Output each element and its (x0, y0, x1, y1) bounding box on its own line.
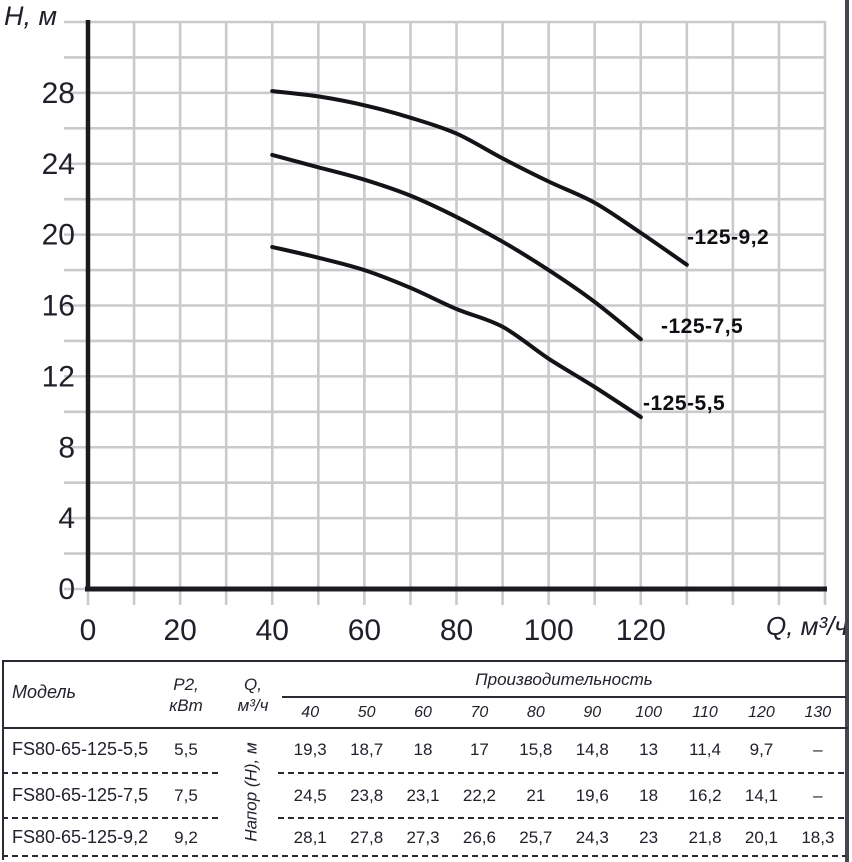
flow-subheader: 80 (526, 704, 545, 721)
head-value-cell: 23,8 (350, 786, 384, 805)
flow-subheader: 120 (748, 704, 775, 721)
x-tick-label: 0 (80, 614, 97, 647)
flow-subheader: 60 (414, 704, 432, 721)
x-tick-label: 60 (348, 614, 381, 647)
head-value-cell: – (813, 786, 823, 805)
y-axis-title: Н, м (4, 1, 58, 31)
col-header-p2: Р2, кВт (148, 674, 224, 716)
head-value-cell: 28,1 (293, 828, 327, 847)
head-value-cell: 18,7 (350, 740, 384, 759)
head-value-cell: 17 (469, 740, 489, 759)
head-value-cell: 23,1 (406, 786, 440, 805)
row-separator (2, 817, 218, 819)
col-header-productivity: Производительность (475, 670, 653, 689)
head-value-cell: 13 (639, 740, 659, 759)
curve-label: -125-9,2 (687, 226, 770, 249)
y-tick-label: 16 (42, 290, 75, 323)
curve-label: -125-7,5 (661, 315, 744, 338)
y-tick-label: 0 (58, 573, 75, 606)
row-separator (278, 817, 846, 819)
col-header-p2-line2: кВт (169, 696, 203, 715)
flow-subheader: 40 (301, 704, 320, 721)
pump-curve (270, 89, 689, 267)
col-header-p2-line1: Р2, (173, 675, 199, 694)
p2-cell: 9,2 (174, 828, 198, 847)
head-value-cell: 9,7 (749, 740, 774, 759)
flow-subheader: 70 (470, 704, 489, 721)
model-cell: FS80-65-125-7,5 (12, 785, 149, 805)
col-header-q-line1: Q, (244, 675, 262, 694)
head-units-rotated-cell: Напор (Н), м (222, 731, 282, 853)
group-header-underline (282, 696, 846, 698)
flow-subheader: 50 (357, 704, 376, 721)
head-value-cell: 20,1 (744, 828, 778, 847)
head-value-cell: 18 (413, 740, 433, 759)
head-value-cell: 22,2 (462, 786, 496, 805)
table-header-line (2, 727, 848, 729)
page-right-border (845, 0, 849, 862)
table-bottom-line (2, 855, 846, 857)
head-value-cell: 26,6 (462, 828, 496, 847)
col-header-q: Q, м³/ч (224, 674, 282, 716)
x-tick-label: 100 (524, 614, 574, 647)
head-value-cell: 18 (639, 786, 659, 805)
table-top-line (2, 660, 848, 662)
y-tick-label: 12 (42, 360, 75, 393)
col-header-q-line2: м³/ч (237, 696, 269, 715)
head-value-cell: 19,3 (293, 740, 327, 759)
table-left-border (2, 660, 4, 860)
head-value-cell: 27,8 (350, 828, 384, 847)
y-tick-label: 4 (58, 502, 75, 535)
x-axis-title: Q, м³/ч (766, 611, 848, 641)
head-value-cell: 14,8 (575, 740, 609, 759)
flow-subheader: 130 (804, 704, 832, 721)
model-cell: FS80-65-125-9,2 (12, 827, 149, 847)
head-value-cell: 18,3 (801, 828, 835, 847)
head-value-cell: 11,4 (689, 740, 721, 759)
head-value-cell: 21 (526, 786, 546, 805)
y-tick-label: 20 (42, 219, 75, 252)
y-tick-label: 24 (42, 148, 75, 181)
table-row-values: 28,1 27,8 27,3 26,6 25,7 24,3 23 21,8 20… (282, 828, 846, 848)
x-tick-label: 80 (440, 614, 473, 647)
pump-curve (270, 152, 643, 342)
row-separator (2, 772, 218, 774)
flow-subheader: 110 (692, 704, 718, 721)
head-value-cell: 24,3 (575, 828, 609, 847)
pump-curve (270, 245, 643, 420)
col-header-model: Модель (12, 682, 76, 702)
head-value-cell: 14,1 (744, 786, 778, 805)
table-row-values: 24,5 23,8 23,1 22,2 21 19,6 18 16,2 14,1… (282, 786, 846, 806)
p2-cell: 5,5 (174, 740, 198, 759)
y-tick-label: 8 (58, 431, 75, 464)
head-value-cell: 19,6 (575, 786, 609, 805)
head-value-cell: 27,3 (406, 828, 440, 847)
p2-cell: 7,5 (174, 786, 198, 805)
table-row-values: 19,3 18,7 18 17 15,8 14,8 13 11,4 9,7 – (282, 740, 846, 760)
head-value-cell: – (813, 740, 823, 759)
y-tick-label: 28 (42, 77, 75, 110)
flow-subheader: 90 (583, 704, 602, 721)
head-value-cell: 15,8 (519, 740, 553, 759)
flow-subheader-row: 40 50 60 70 80 90 100 110 120 130 (282, 704, 846, 722)
x-tick-label: 120 (616, 614, 666, 647)
head-value-cell: 24,5 (293, 786, 327, 805)
x-tick-label: 20 (163, 614, 196, 647)
row-separator (278, 772, 846, 774)
pump-curve-chart: 0 4 8 12 16 20 24 28 0 20 40 60 80 100 120 (42, 20, 827, 647)
model-cell: FS80-65-125-5,5 (12, 739, 149, 759)
head-value-cell: 21,8 (688, 828, 722, 847)
head-value-cell: 16,2 (688, 786, 722, 805)
flow-subheader: 100 (635, 704, 662, 721)
head-value-cell: 23 (639, 828, 659, 847)
head-value-cell: 25,7 (519, 828, 553, 847)
x-tick-label: 40 (256, 614, 289, 647)
head-units-rotated-label: Напор (Н), м (242, 742, 262, 842)
curve-label: -125-5,5 (643, 392, 726, 415)
